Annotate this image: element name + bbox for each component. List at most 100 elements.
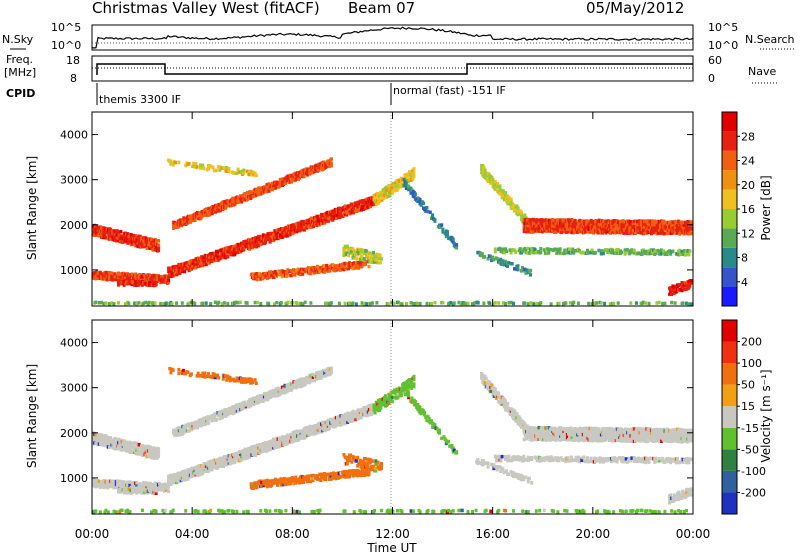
echo-cell <box>234 300 238 305</box>
echo-cell <box>681 252 685 257</box>
echo-cell <box>523 267 527 272</box>
echo-cell <box>352 261 356 265</box>
echo-cell <box>318 370 322 374</box>
echo-cell <box>540 229 544 234</box>
echo-cell <box>279 301 283 305</box>
echo-cell <box>597 227 601 231</box>
echo-cell <box>504 193 507 198</box>
echo-cell <box>537 221 541 225</box>
echo-cell <box>167 280 171 285</box>
echo-cell <box>628 249 632 253</box>
echo-cell <box>554 247 558 251</box>
echo-cell <box>594 219 598 223</box>
echo-cell <box>200 466 204 470</box>
echo-cell <box>250 378 254 382</box>
echo-cell <box>237 379 241 383</box>
echo-cell <box>367 264 371 269</box>
echo-cell <box>441 300 445 305</box>
echo-cell <box>97 234 101 238</box>
echo-cell <box>433 300 437 305</box>
echo-cell <box>558 251 562 255</box>
echo-cell <box>105 479 109 484</box>
echo-cell <box>148 274 152 278</box>
echo-cell <box>215 203 219 208</box>
echo-cell <box>327 370 331 374</box>
echo-cell <box>258 394 262 398</box>
echo-cell <box>504 247 507 251</box>
echo-cell <box>276 483 279 487</box>
echo-cell <box>539 247 543 251</box>
echo-cell <box>227 169 231 174</box>
echo-cell <box>262 481 266 486</box>
echo-cell <box>620 250 624 255</box>
echo-cell <box>114 277 118 282</box>
echo-cell <box>430 302 434 306</box>
echo-cell <box>348 204 352 208</box>
echo-cell <box>409 169 413 174</box>
echo-cell <box>309 479 313 484</box>
echo-cell <box>117 479 120 484</box>
echo-cell <box>390 185 394 190</box>
echo-cell <box>297 438 301 442</box>
echo-cell <box>573 219 577 223</box>
echo-cell <box>547 251 551 255</box>
power-colorbar-label: Power [dB] <box>759 175 773 240</box>
echo-cell <box>599 252 603 256</box>
echo-cell <box>259 302 263 306</box>
echo-cell <box>101 272 105 276</box>
echo-cell <box>516 267 520 272</box>
echo-cell <box>418 200 422 204</box>
echo-cell <box>187 301 191 305</box>
echo-cell <box>689 220 693 224</box>
echo-cell <box>241 406 245 410</box>
echo-cell <box>262 479 266 483</box>
echo-cell <box>373 260 377 264</box>
echo-cell <box>271 479 275 483</box>
echo-cell <box>512 301 515 306</box>
nsky-series <box>91 26 694 49</box>
echo-cell <box>585 226 589 231</box>
echo-cell <box>681 281 685 285</box>
echo-cell <box>211 165 215 169</box>
echo-cell <box>275 300 279 305</box>
echo-cell <box>148 280 152 285</box>
echo-cell <box>425 301 429 306</box>
echo-cell <box>199 163 202 167</box>
echo-cell <box>200 214 204 219</box>
echo-cell <box>576 227 580 231</box>
echo-cell <box>501 189 505 193</box>
echo-cell <box>357 208 361 213</box>
echo-cell <box>199 373 202 378</box>
echo-cell <box>216 249 220 254</box>
echo-cell <box>133 488 136 492</box>
echo-cell <box>390 191 394 195</box>
echo-cell <box>637 251 641 255</box>
echo-cell <box>513 267 516 271</box>
echo-cell <box>629 225 633 230</box>
echo-cell <box>315 223 319 228</box>
echo-cell <box>449 300 453 305</box>
echo-cell <box>343 415 347 420</box>
echo-cell <box>425 206 429 210</box>
echo-cell <box>100 226 103 230</box>
echo-cell <box>607 250 611 255</box>
echo-cell <box>126 275 130 280</box>
colorbar-tick-label: 24 <box>741 155 755 168</box>
echo-cell <box>106 435 110 440</box>
echo-cell <box>225 169 229 173</box>
echo-cell <box>154 245 158 249</box>
echo-cell <box>344 267 348 271</box>
echo-cell <box>499 257 503 262</box>
echo-cell <box>210 468 214 472</box>
echo-cell <box>369 256 373 261</box>
echo-cell <box>422 201 425 206</box>
echo-cell <box>673 301 677 305</box>
echo-cell <box>201 471 205 475</box>
echo-cell <box>504 191 507 195</box>
echo-cell <box>213 375 217 380</box>
echo-cell <box>220 415 224 420</box>
echo-cell <box>213 300 217 305</box>
echo-cell <box>537 224 541 228</box>
echo-cell <box>285 389 289 394</box>
